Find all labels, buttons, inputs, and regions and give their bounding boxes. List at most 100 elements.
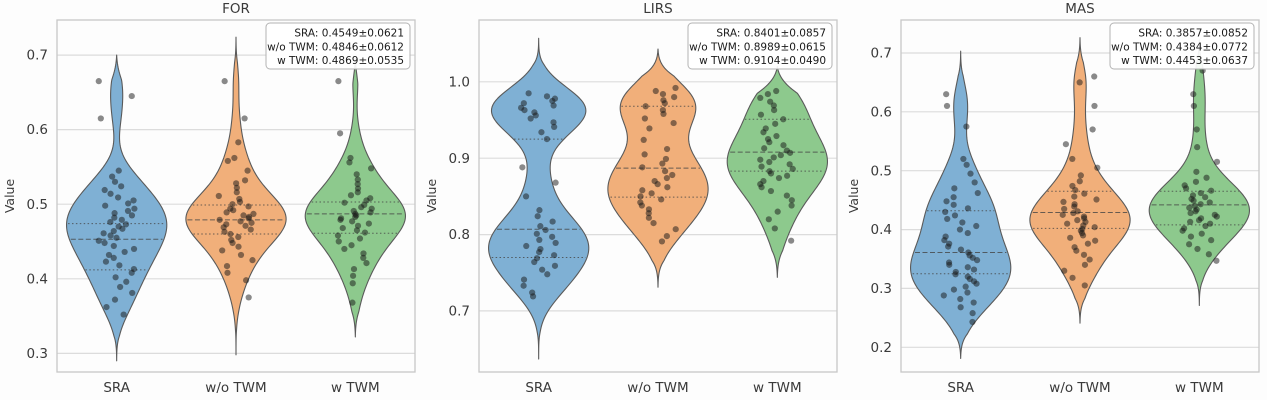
data-point	[1208, 187, 1215, 194]
data-point	[346, 159, 353, 166]
data-point	[131, 205, 138, 212]
violin-w-twm	[304, 58, 406, 338]
x-tick-label: w/o TWM	[205, 380, 266, 396]
data-point	[520, 276, 528, 283]
data-point	[110, 254, 117, 261]
data-point	[959, 219, 966, 226]
x-tick-label: w TWM	[1175, 380, 1224, 396]
y-tick-label: 0.4	[871, 222, 892, 238]
data-point	[1081, 190, 1088, 197]
data-point	[787, 149, 794, 156]
data-point	[1206, 199, 1213, 206]
data-point	[771, 107, 778, 114]
data-point	[221, 78, 228, 85]
axes-frame	[478, 19, 838, 373]
data-point	[957, 295, 964, 303]
data-point	[241, 177, 249, 184]
data-point	[1073, 247, 1080, 254]
data-point	[245, 203, 252, 210]
data-point	[549, 218, 556, 225]
data-point	[250, 210, 257, 217]
legend-line: w/o TWM: 0.4846±0.0612	[267, 41, 404, 53]
data-point	[757, 94, 764, 101]
data-point	[971, 179, 978, 186]
data-point	[551, 262, 559, 269]
axes-frame	[900, 19, 1260, 373]
y-tick-label: 0.2	[871, 340, 892, 356]
data-point	[662, 155, 670, 163]
y-tick-label: 0.7	[27, 48, 48, 64]
data-point	[960, 155, 967, 163]
data-point	[1195, 217, 1203, 224]
data-point	[116, 262, 123, 269]
data-point	[973, 280, 980, 287]
data-point	[236, 198, 244, 206]
x-tick-label: SRA	[947, 380, 974, 396]
data-point	[672, 84, 679, 92]
data-point	[967, 170, 974, 177]
data-point	[244, 167, 251, 174]
violin-panel: 0.3 0.4 0.5 0.6 0.7 FOR Value SRA w/o TWM w TWM SR…	[0, 0, 422, 400]
data-point	[1061, 267, 1068, 274]
y-tick-label: 0.6	[27, 122, 48, 138]
legend-line: SRA: 0.8401±0.0857	[716, 28, 826, 40]
data-point	[1091, 73, 1098, 80]
data-point	[1081, 282, 1088, 289]
data-point	[788, 197, 795, 204]
legend-line: w TWM: 0.9104±0.0490	[699, 55, 826, 67]
data-point	[335, 238, 342, 245]
data-point	[334, 232, 342, 239]
violin-panel: 0.2 0.3 0.4 0.5 0.6 0.7 MAS Value SRA w/o TWM w TW…	[844, 0, 1267, 400]
data-point	[658, 196, 665, 203]
data-point	[536, 249, 543, 256]
data-point	[1092, 237, 1099, 244]
data-point	[941, 237, 948, 244]
data-point	[645, 210, 652, 217]
data-point	[974, 189, 981, 197]
data-point	[549, 233, 556, 240]
data-point	[339, 224, 346, 232]
data-point	[772, 120, 779, 127]
data-point	[963, 161, 970, 168]
data-point	[1197, 189, 1204, 197]
data-point	[112, 274, 119, 281]
data-point	[637, 193, 644, 200]
data-point	[243, 277, 250, 284]
x-tick-label: w/o TWM	[627, 380, 688, 396]
data-point	[111, 214, 118, 221]
data-point	[945, 243, 952, 250]
data-point	[659, 160, 666, 167]
data-point	[240, 212, 247, 219]
data-point	[532, 112, 539, 119]
data-point	[648, 190, 655, 197]
data-point	[942, 208, 949, 215]
data-point	[529, 293, 537, 300]
data-point	[337, 216, 344, 223]
data-point	[969, 318, 976, 326]
data-point	[1202, 222, 1209, 230]
data-point	[361, 229, 369, 236]
data-point	[542, 226, 549, 234]
data-point	[360, 254, 367, 261]
data-point	[223, 263, 231, 270]
data-point	[974, 257, 981, 264]
data-point	[1074, 217, 1081, 224]
data-point	[113, 234, 120, 241]
data-point	[770, 154, 777, 161]
data-point	[531, 258, 538, 266]
data-point	[1071, 193, 1078, 200]
data-point	[1193, 126, 1200, 133]
data-point	[533, 230, 540, 237]
data-point	[761, 145, 768, 152]
data-point	[341, 245, 348, 253]
data-point	[757, 156, 764, 163]
data-point	[1080, 251, 1088, 258]
data-point	[223, 209, 230, 216]
data-point	[1069, 274, 1076, 281]
data-point	[368, 165, 375, 172]
data-point	[363, 260, 370, 267]
y-tick-label: 0.7	[449, 304, 470, 320]
legend-box	[1109, 22, 1255, 70]
y-tick-label: 0.9	[449, 151, 470, 167]
data-point	[1202, 194, 1209, 201]
